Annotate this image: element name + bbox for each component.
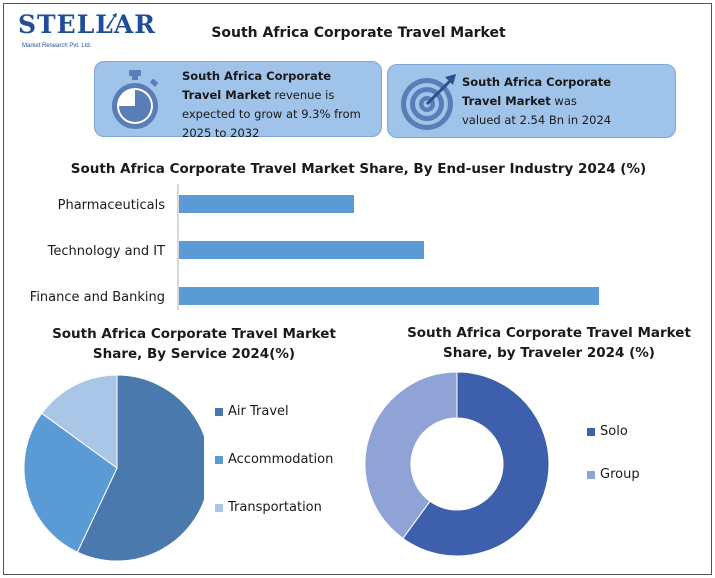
- growth-card-bold: South Africa Corporate Travel Market: [182, 69, 332, 102]
- legend-swatch-air-travel: [215, 407, 223, 416]
- valuation-card-bold: South Africa Corporate Travel Market: [462, 75, 612, 108]
- slice-air-travel: [76, 374, 204, 562]
- legend-swatch-group: [587, 470, 595, 479]
- brand-logo: STELLAR Market Research Pvt. Ltd.: [18, 10, 155, 52]
- traveler-chart-title-line1: South Africa Corporate Travel Market: [407, 325, 691, 341]
- legend-swatch-accommodation: [215, 455, 223, 464]
- bar-label-finance-and-banking: Finance and Banking: [30, 290, 165, 305]
- traveler-chart-title: South Africa Corporate Travel Market Sha…: [404, 323, 694, 363]
- service-chart-title: South Africa Corporate Travel Market Sha…: [49, 324, 339, 364]
- brand-tagline: Market Research Pvt. Ltd.: [22, 43, 92, 49]
- legend-item-accommodation: Accommodation: [215, 452, 333, 467]
- valuation-card: South Africa Corporate Travel Market was…: [387, 64, 676, 138]
- traveler-legend: Solo Group: [587, 424, 687, 494]
- traveler-chart-title-line2: Share, by Traveler 2024 (%): [443, 345, 655, 361]
- bar-technology-and-it: [179, 241, 424, 259]
- legend-label-air-travel: Air Travel: [228, 404, 289, 419]
- legend-item-transportation: Transportation: [215, 500, 322, 515]
- brand-name: STELLAR: [18, 10, 157, 39]
- slice-solo: [402, 371, 550, 557]
- legend-item-group: Group: [587, 467, 640, 482]
- target-icon: [401, 74, 456, 130]
- end-user-bar-chart: Pharmaceuticals Technology and IT Finance …: [30, 184, 599, 310]
- bar-label-pharmaceuticals: Pharmaceuticals: [58, 198, 166, 213]
- stopwatch-icon: [112, 70, 158, 129]
- legend-label-transportation: Transportation: [228, 500, 322, 515]
- growth-card-body: revenue is expected to grow at 9.3% from…: [182, 88, 361, 140]
- traveler-donut-chart: [364, 371, 550, 557]
- logo-arrow-icon: [106, 13, 117, 29]
- infographic-frame: STELLAR Market Research Pvt. Ltd. South …: [3, 3, 712, 575]
- growth-card: South Africa Corporate Travel Market rev…: [94, 61, 382, 140]
- legend-label-accommodation: Accommodation: [228, 452, 334, 467]
- bar-pharmaceuticals: [179, 195, 354, 213]
- slice-group: [364, 371, 458, 540]
- slice-accommodation: [23, 412, 118, 553]
- legend-swatch-solo: [587, 427, 595, 436]
- valuation-card-text: South Africa Corporate Travel Market was…: [462, 73, 612, 130]
- legend-item-solo: Solo: [587, 424, 628, 439]
- legend-swatch-transportation: [215, 503, 223, 512]
- legend-label-solo: Solo: [600, 424, 628, 439]
- bar-label-technology-and-it: Technology and IT: [47, 244, 165, 259]
- slice-transportation: [41, 374, 118, 469]
- service-legend: Air Travel Accommodation Transportation: [215, 404, 345, 524]
- page-title: South Africa Corporate Travel Market: [211, 25, 506, 41]
- service-chart-title-line2: Share, By Service 2024(%): [92, 346, 296, 362]
- bar-chart-title: South Africa Corporate Travel Market Sha…: [70, 161, 647, 177]
- bar-finance-and-banking: [179, 287, 599, 305]
- legend-label-group: Group: [600, 467, 640, 482]
- growth-card-text: South Africa Corporate Travel Market rev…: [182, 67, 372, 143]
- valuation-card-body: was valued at 2.54 Bn in 2024: [462, 94, 612, 127]
- service-pie-chart: [23, 374, 204, 562]
- service-chart-title-line1: South Africa Corporate Travel Market: [52, 326, 336, 342]
- legend-item-air-travel: Air Travel: [215, 404, 289, 419]
